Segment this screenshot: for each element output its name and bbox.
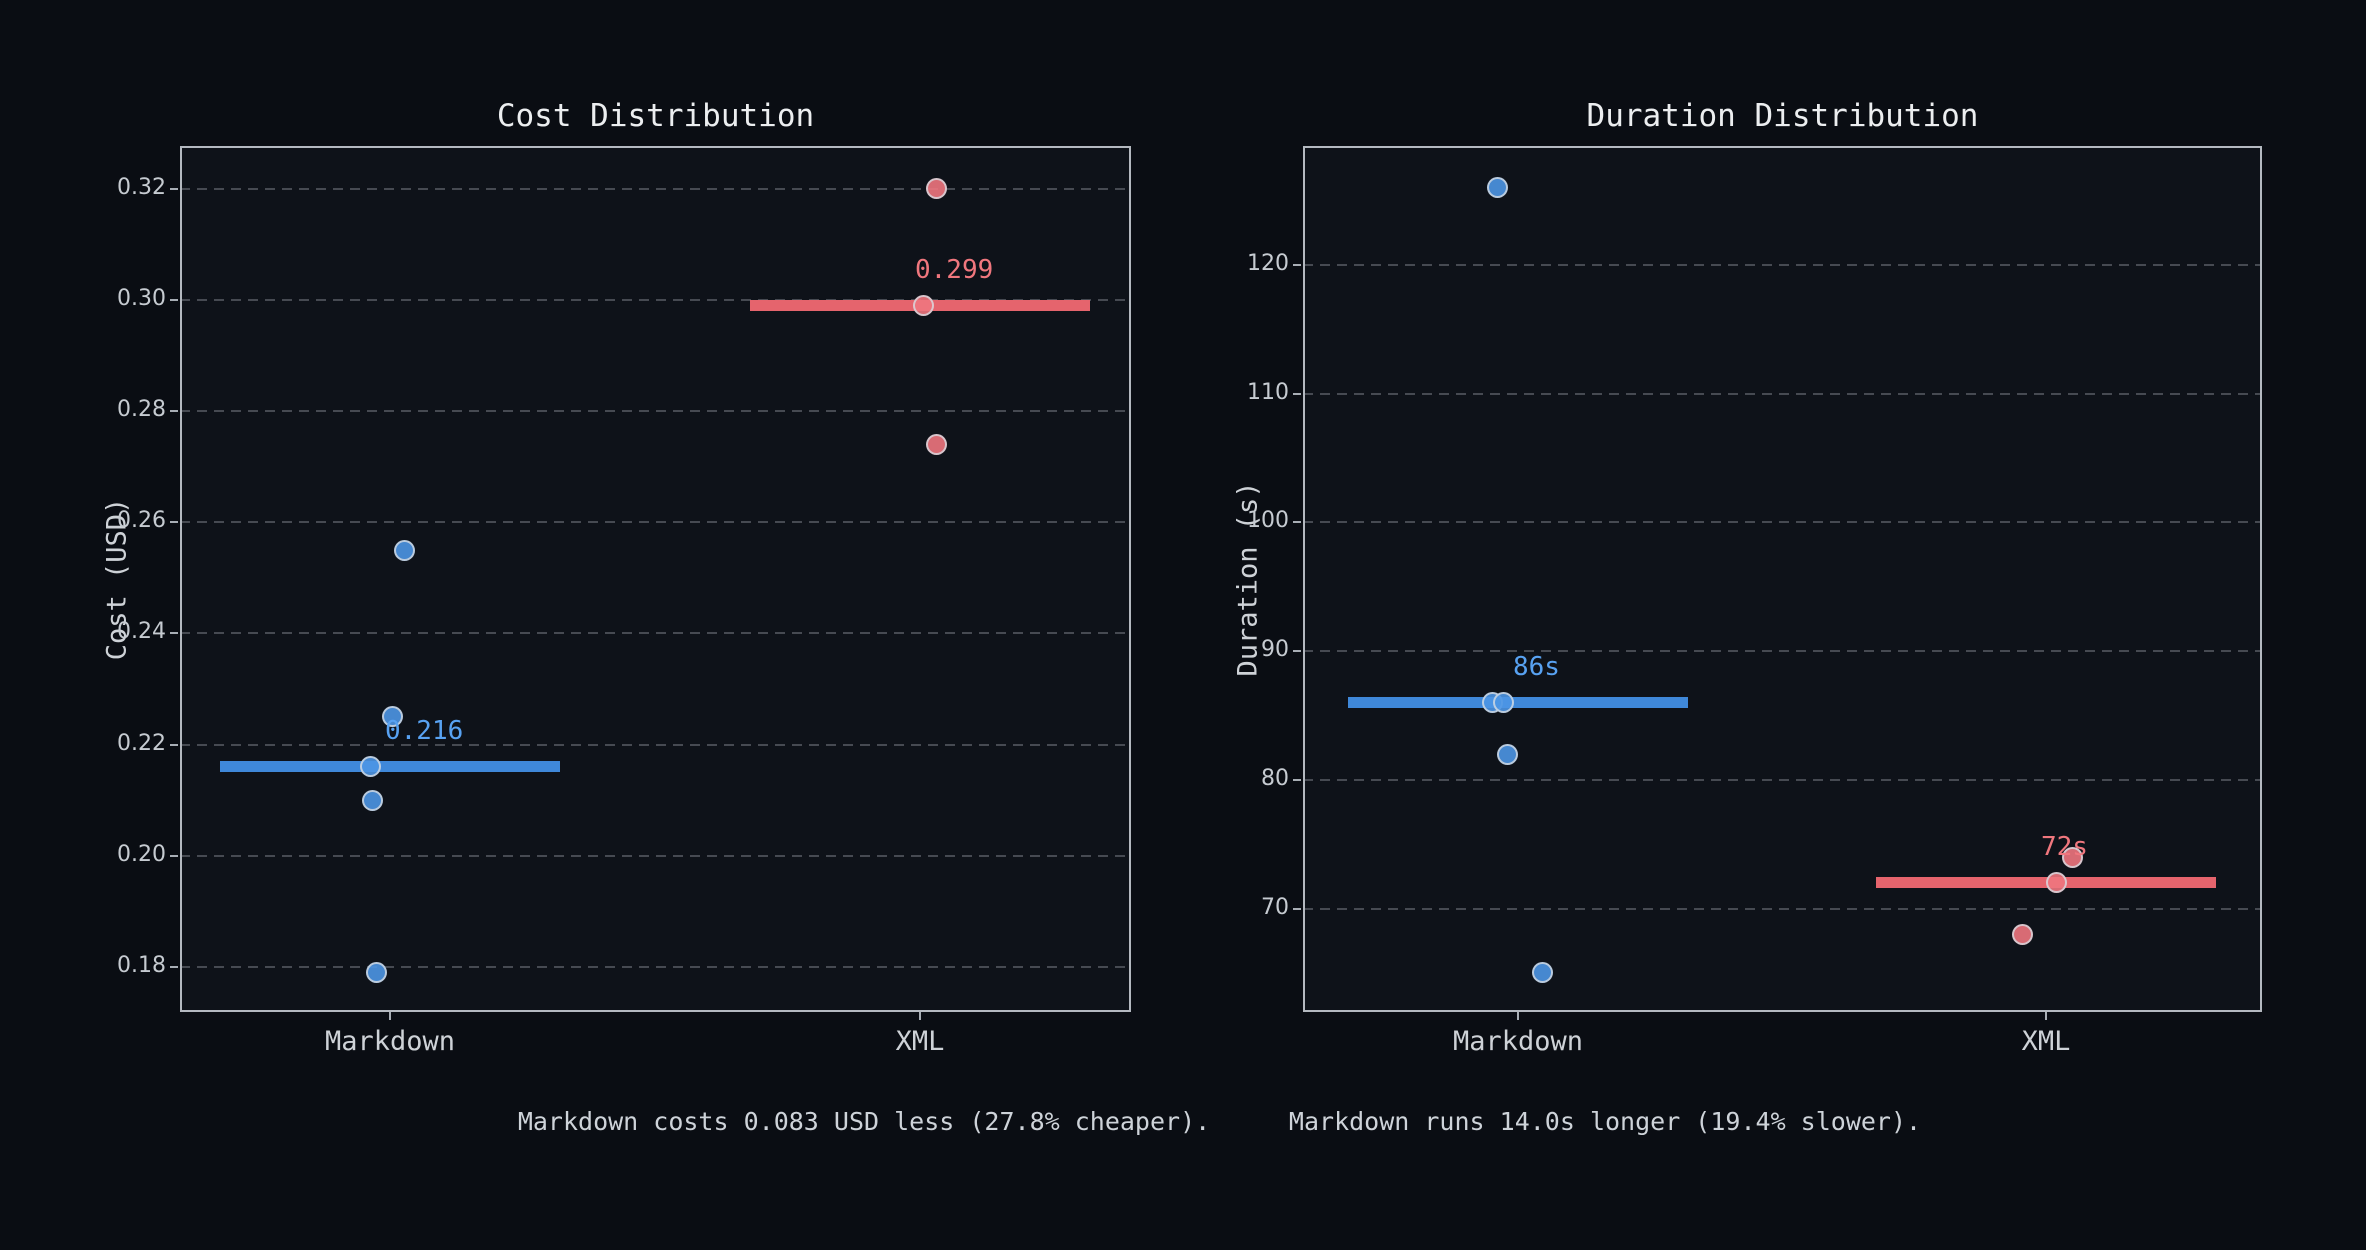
markdown-median-label: 0.216 — [385, 715, 464, 746]
y-tick-mark — [170, 854, 178, 857]
y-tick-mark — [170, 632, 178, 635]
markdown-data-point — [365, 962, 387, 984]
x-tick-mark — [919, 1012, 921, 1020]
caption-duration: Markdown runs 14.0s longer (19.4% slower… — [1288, 1107, 1922, 1136]
grid-line — [180, 410, 1131, 413]
y-tick-mark — [170, 410, 178, 413]
grid-line — [1303, 392, 2262, 395]
grid-line — [180, 965, 1131, 968]
grid-line — [180, 854, 1131, 857]
duration-chart-axes: 70 80 90 100 110 120 Markdown XML 86s 72s — [1247, 146, 2262, 1057]
y-tick-label: 90 — [1261, 637, 1289, 663]
y-tick-label: 0.30 — [117, 285, 166, 311]
markdown-data-point — [1496, 743, 1518, 765]
x-tick-mark — [2045, 1012, 2047, 1020]
cost-chart-title: Cost Distribution — [496, 98, 815, 134]
x-tick-label-markdown: Markdown — [324, 1026, 456, 1057]
y-tick-label: 0.32 — [117, 174, 166, 200]
y-tick-mark — [170, 521, 178, 524]
markdown-data-point — [393, 539, 415, 561]
markdown-data-point — [359, 756, 381, 778]
y-tick-label: 120 — [1247, 250, 1289, 276]
markdown-median-line — [1348, 697, 1688, 709]
markdown-median-label: 86s — [1513, 651, 1560, 682]
grid-line — [180, 521, 1131, 524]
y-tick-label: 0.24 — [117, 619, 166, 645]
y-tick-mark — [1293, 392, 1301, 395]
duration-chart-title: Duration Distribution — [1586, 98, 1979, 134]
xml-data-point — [912, 295, 934, 317]
y-tick-label: 100 — [1247, 508, 1289, 534]
x-tick-label-xml: XML — [895, 1026, 945, 1057]
grid-line — [180, 743, 1131, 746]
xml-median-label: 0.299 — [915, 254, 994, 285]
xml-data-point — [925, 178, 947, 200]
xml-data-point — [2011, 923, 2033, 945]
y-tick-label: 0.26 — [117, 508, 166, 534]
xml-data-point — [925, 433, 947, 455]
y-tick-mark — [1293, 778, 1301, 781]
y-tick-mark — [170, 743, 178, 746]
xml-data-point — [2045, 872, 2067, 894]
y-tick-mark — [1293, 650, 1301, 653]
y-tick-mark — [170, 965, 178, 968]
y-tick-label: 0.28 — [117, 397, 166, 423]
markdown-median-line — [220, 761, 560, 773]
y-tick-mark — [1293, 263, 1301, 266]
grid-line — [180, 632, 1131, 635]
markdown-data-point — [1486, 177, 1508, 199]
y-tick-mark — [1293, 907, 1301, 910]
y-tick-label: 0.18 — [117, 952, 166, 978]
grid-line — [1303, 778, 2262, 781]
y-tick-mark — [1293, 521, 1301, 524]
grid-line — [180, 298, 1131, 301]
y-tick-mark — [170, 298, 178, 301]
markdown-data-point — [381, 706, 403, 728]
grid-line — [180, 187, 1131, 190]
x-tick-label-markdown: Markdown — [1452, 1026, 1584, 1057]
grid-line — [1303, 650, 2262, 653]
y-tick-label: 110 — [1247, 379, 1289, 405]
y-tick-mark — [170, 187, 178, 190]
y-tick-label: 0.22 — [117, 730, 166, 756]
markdown-data-point — [1492, 692, 1514, 714]
x-tick-mark — [389, 1012, 391, 1020]
caption-cost: Markdown costs 0.083 USD less (27.8% che… — [517, 1107, 1211, 1136]
y-tick-label: 70 — [1261, 894, 1289, 920]
grid-line — [1303, 263, 2262, 266]
y-tick-label: 0.20 — [117, 841, 166, 867]
markdown-data-point — [361, 789, 383, 811]
y-tick-label: 80 — [1261, 765, 1289, 791]
x-tick-mark — [1517, 1012, 1519, 1020]
markdown-data-point — [1531, 962, 1553, 984]
xml-median-label: 72s — [2041, 831, 2088, 862]
xml-data-point — [2061, 846, 2083, 868]
grid-line — [1303, 907, 2262, 910]
cost-chart-axes: 0.18 0.20 0.22 0.24 0.26 0.28 0.30 0.32 Markdown… — [117, 146, 1131, 1057]
grid-line — [1303, 521, 2262, 524]
x-tick-label-xml: XML — [2021, 1026, 2071, 1057]
